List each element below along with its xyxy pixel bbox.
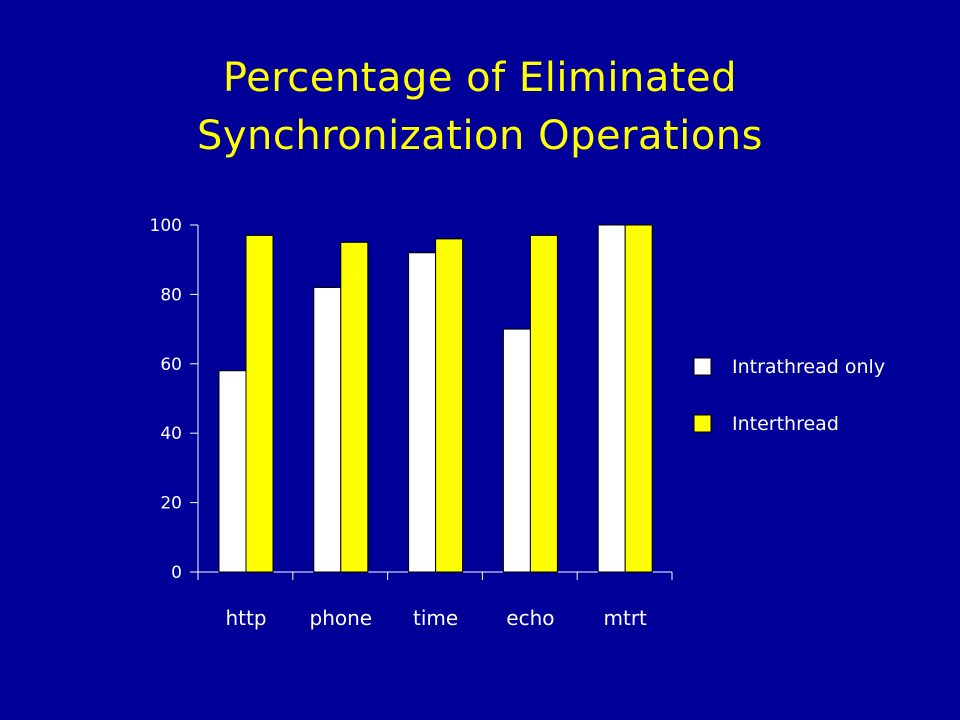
y-tick-label: 60: [160, 355, 182, 375]
x-category-label: mtrt: [604, 606, 648, 630]
y-tick-label: 0: [171, 563, 182, 583]
x-category-label: time: [413, 606, 458, 630]
bar-intrathread: [218, 370, 247, 573]
legend: Intrathread only Interthread: [693, 356, 885, 435]
bar-interthread: [529, 234, 558, 573]
y-tick-label: 40: [160, 424, 182, 444]
legend-label: Interthread: [732, 413, 839, 435]
x-category-label: http: [225, 606, 266, 630]
legend-swatch: [693, 357, 712, 376]
bar-interthread: [624, 224, 653, 573]
bar-interthread: [340, 241, 369, 573]
x-category-label: phone: [310, 606, 373, 630]
y-tick-label: 80: [160, 285, 182, 305]
x-category-label: echo: [506, 606, 554, 630]
legend-swatch: [693, 414, 712, 433]
bar-intrathread: [408, 252, 437, 573]
y-axis: 0 20 40 60 80 100: [150, 216, 199, 583]
slide-title-line-1: Percentage of Eliminated: [222, 55, 738, 101]
bar-intrathread: [313, 286, 342, 573]
bar-series: [218, 224, 653, 573]
bar-interthread: [245, 234, 274, 573]
y-tick-label: 20: [160, 494, 182, 514]
bar-intrathread: [597, 224, 626, 573]
legend-label: Intrathread only: [732, 356, 885, 378]
bar-intrathread: [502, 328, 531, 573]
y-tick-label: 100: [150, 216, 182, 236]
slide-title-line-2: Synchronization Operations: [196, 113, 763, 159]
bar-interthread: [435, 238, 464, 573]
x-axis: http phone time echo mtrt: [197, 571, 673, 630]
